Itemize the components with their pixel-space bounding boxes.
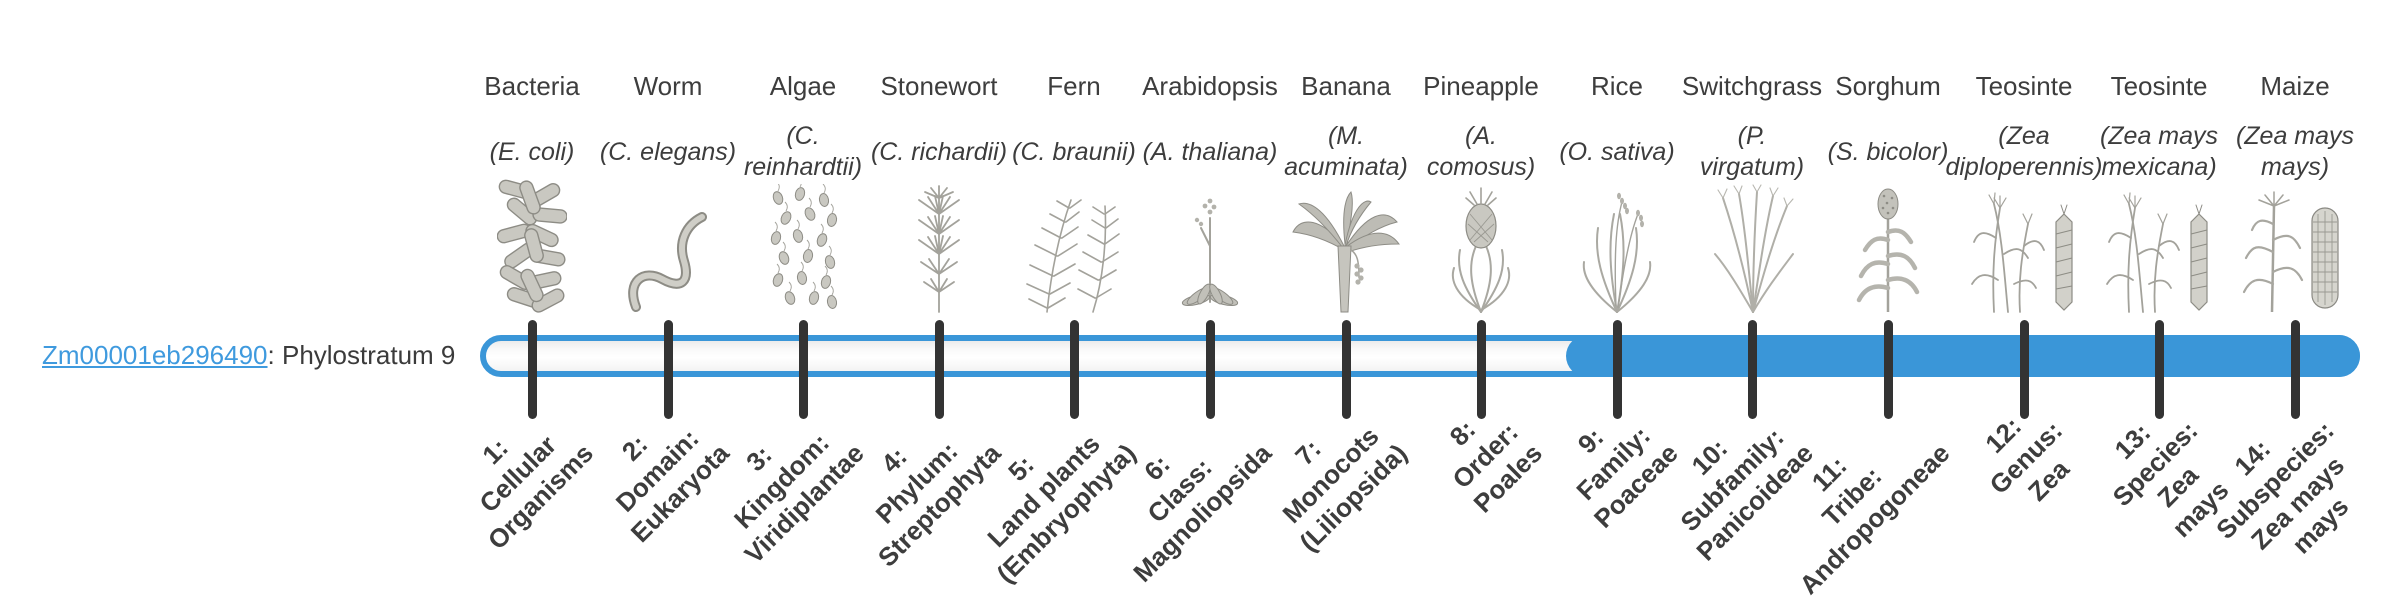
species-name-line: comosus) — [1426, 153, 1536, 181]
organism-common-name: Fern — [1047, 71, 1101, 101]
organism-common-name: Switchgrass — [1681, 71, 1823, 101]
bacteria-icon — [497, 179, 567, 314]
organism-species-name: (P. virgatum) — [1652, 106, 1852, 198]
stratum-tick — [527, 320, 537, 419]
stratum-tick — [2290, 320, 2300, 419]
organism-species-name: (Zea mays mexicana) — [2059, 106, 2259, 198]
species-name-line: diploperennis) — [1945, 153, 2103, 181]
stratum-label: 14: Subspecies: Zea mays mays — [2187, 392, 2386, 591]
organism-species-name: (A. thaliana) — [1110, 106, 1310, 198]
phylostratum-fill — [1566, 335, 2360, 377]
stratum-label: 8: Order: Poales — [1422, 392, 1549, 519]
organism-species-name: (C. elegans) — [568, 106, 768, 198]
stratum-tick — [1205, 320, 1215, 419]
pineapple-icon — [1446, 184, 1516, 314]
phylostratum-text: : Phylostratum 9 — [267, 340, 456, 370]
organism-common-name: Rice — [1590, 71, 1643, 101]
gene-label: Zm00001eb296490: Phylostratum 9 — [42, 341, 455, 369]
species-name-line: (C. richardii) — [870, 137, 1008, 166]
species-name-line: (C. braunii) — [1012, 137, 1136, 166]
organism-common-name: Stonewort — [880, 71, 998, 101]
species-name-line: mays) — [2260, 153, 2330, 181]
organism-species-name: (A. comosus) — [1381, 106, 1581, 198]
stratum-tick — [1341, 320, 1351, 419]
phylostratum-diagram: Zm00001eb296490: Phylostratum 9 Bacteria… — [42, 71, 2395, 600]
stratum-tick — [1612, 320, 1622, 419]
organism-species-name: (O. sativa) — [1517, 106, 1717, 198]
stratum-tick — [663, 320, 673, 419]
stratum-tick — [1069, 320, 1079, 419]
organism-species-name: (C. richardii) — [839, 106, 1039, 198]
maize-icon — [2240, 184, 2350, 314]
species-name-line: (Zea mays — [2099, 122, 2219, 150]
stonewort-icon — [909, 184, 969, 314]
species-name-line: (C. elegans) — [599, 137, 737, 166]
species-name-line: (Zea mays — [2235, 122, 2355, 150]
species-name-line: (O. sativa) — [1559, 137, 1675, 166]
organism-species-name: (E. coli) — [432, 106, 632, 198]
stratum-label: 2: Domain: Eukaryota — [579, 392, 736, 549]
stratum-tick — [798, 320, 808, 419]
species-name-line: (A. — [1465, 122, 1497, 150]
organism-common-name: Algae — [769, 71, 837, 101]
stratum-tick — [1476, 320, 1486, 419]
stratum-tick — [934, 320, 944, 419]
switchgrass-icon — [1705, 184, 1800, 314]
organism-species-name: (Zea mays mays) — [2195, 106, 2395, 198]
stratum-label: 1: Cellular Organisms — [436, 392, 600, 556]
organism-common-name: Arabidopsis — [1142, 71, 1278, 101]
stratum-label: 7: Monocots (Liliopsida) — [1248, 392, 1414, 558]
species-name-line: (A. thaliana) — [1142, 137, 1278, 166]
organism-species-name: (S. bicolor) — [1788, 106, 1988, 198]
gene-id-link[interactable]: Zm00001eb296490 — [42, 340, 268, 370]
organism-species-name: (C. braunii) — [974, 106, 1174, 198]
species-name-line: (Zea — [1998, 122, 2050, 150]
species-name-line: mexicana) — [2101, 153, 2217, 181]
worm-icon — [626, 209, 711, 314]
organism-species-name: (C. reinhardtii) — [703, 106, 903, 198]
species-name-line: (M. — [1327, 122, 1365, 150]
stratum-label: 12: Genus: Zea — [1961, 392, 2092, 523]
stratum-label: 3: Kingdom: Viridiplantae — [693, 392, 871, 570]
stratum-tick — [1747, 320, 1757, 419]
species-name-line: virgatum) — [1699, 153, 1805, 181]
stratum-tick — [1883, 320, 1893, 419]
organism-species-name: (M. acuminata) — [1246, 106, 1446, 198]
algae-icon — [766, 184, 841, 314]
rice-icon — [1572, 184, 1662, 314]
organism-common-name: Teosinte — [1975, 71, 2073, 101]
organism-common-name: Banana — [1301, 71, 1391, 101]
organism-species-name: (Zea diploperennis) — [1924, 106, 2124, 198]
organism-common-name: Sorghum — [1835, 71, 1941, 101]
species-name-line: (C. — [786, 122, 820, 150]
sorghum-icon — [1851, 184, 1926, 314]
stratum-tick — [2154, 320, 2164, 419]
organism-common-name: Pineapple — [1423, 71, 1539, 101]
organism-common-name: Worm — [633, 71, 703, 101]
organism-common-name: Maize — [2260, 71, 2330, 101]
arabidopsis-icon — [1170, 184, 1250, 314]
species-name-line: reinhardtii) — [743, 153, 863, 181]
species-name-line: (S. bicolor) — [1827, 137, 1949, 166]
organism-common-name: Teosinte — [2110, 71, 2208, 101]
organism-icon-slot — [2195, 177, 2395, 314]
stratum-tick — [2019, 320, 2029, 419]
species-name-line: acuminata) — [1284, 153, 1408, 181]
species-name-line: (P. — [1737, 122, 1767, 150]
organism-common-name: Bacteria — [484, 71, 580, 101]
species-name-line: (E. coli) — [489, 137, 575, 166]
